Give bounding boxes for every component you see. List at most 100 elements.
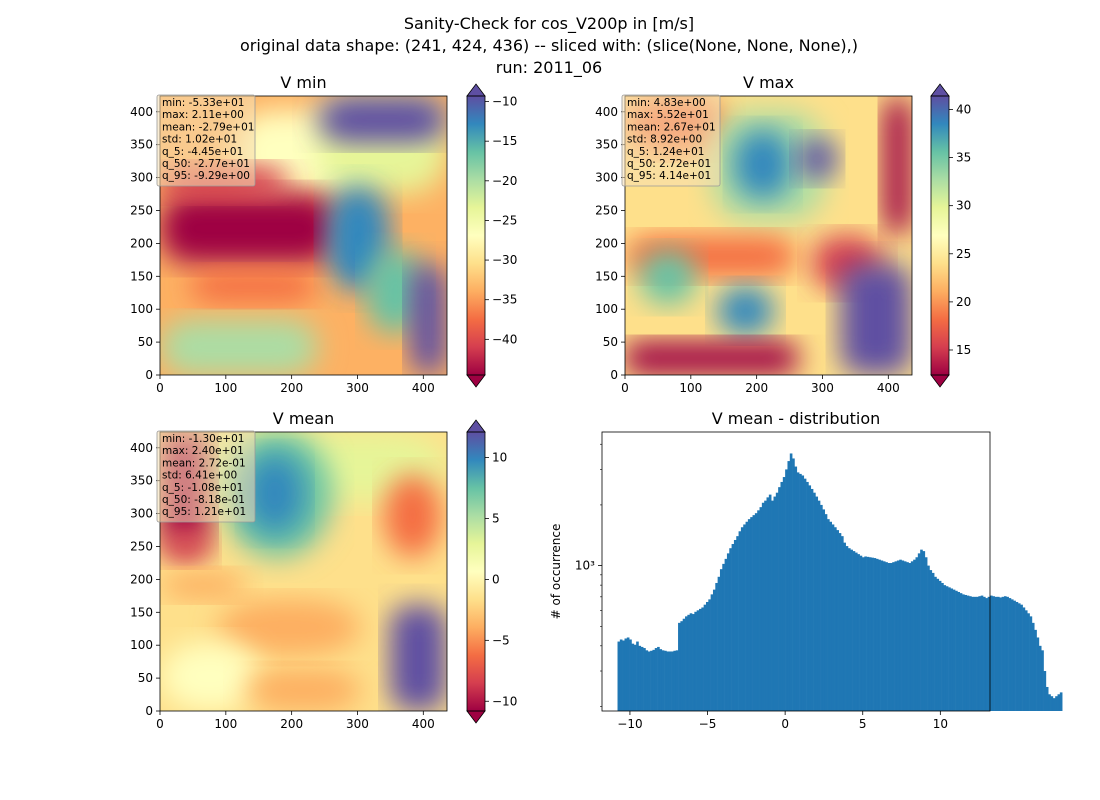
histogram-bar (1027, 613, 1030, 711)
histogram-bar (854, 552, 858, 711)
histogram-bar (1024, 610, 1028, 711)
histogram-bar (1015, 601, 1019, 711)
histogram-bar (915, 557, 919, 711)
heatmap-blob (317, 96, 447, 144)
colorbar-tick-label: −20 (492, 174, 517, 188)
histogram-bar (927, 565, 930, 711)
histogram-bar (857, 554, 860, 711)
colorbar-tick-label: 10 (492, 451, 507, 465)
histogram-bar (910, 561, 914, 711)
stats-line: q_5: 1.24e+01 (627, 146, 704, 158)
y-axis-label: # of occurrence (549, 524, 563, 620)
histogram-bar (1022, 607, 1026, 711)
histogram-bar (969, 596, 972, 711)
histogram-bar (871, 557, 874, 711)
histogram-bar (1020, 604, 1023, 711)
histogram-bar (806, 481, 809, 711)
histogram-bar (952, 589, 956, 711)
figure-title: Sanity-Check for cos_V200p in [m/s] orig… (240, 14, 858, 78)
colorbar-tick-label: −35 (492, 293, 517, 307)
y-tick-label: 300 (595, 171, 618, 185)
heatmap-blob (734, 129, 792, 200)
histogram-bar (731, 543, 735, 711)
x-tick-label: 200 (280, 381, 303, 395)
colorbar-tick-label: −30 (492, 253, 517, 267)
y-tick-label: 400 (595, 105, 618, 119)
stats-line: mean: 2.72e-01 (162, 457, 246, 469)
histogram-bar (999, 597, 1002, 711)
colorbar-extend-max (466, 419, 486, 433)
histogram-bar (808, 485, 812, 711)
stats-line: q_50: -2.77e+01 (162, 158, 250, 170)
histogram-bar (757, 510, 760, 711)
histogram-bar (799, 473, 802, 711)
histogram-bar (985, 598, 988, 711)
heatmap-blob (389, 604, 447, 711)
histogram-bar (712, 589, 716, 711)
colorbar-tick-label: 35 (956, 151, 971, 165)
histogram-bar (666, 651, 670, 711)
heatmap-blob (797, 137, 838, 180)
histogram-bar (820, 504, 823, 711)
histogram-bar (948, 587, 951, 711)
histogram-bar (1038, 645, 1042, 711)
histogram-bar (987, 596, 991, 711)
histogram-bar (745, 521, 749, 711)
histogram-bar (638, 645, 642, 711)
histogram-bar (1006, 596, 1009, 711)
colorbar-tick-label: −5 (492, 633, 510, 647)
histogram-bar (778, 487, 781, 711)
histogram-bar (861, 557, 865, 711)
colorbar-gradient (931, 96, 949, 375)
histogram-bar (908, 563, 912, 711)
histogram-bar (924, 557, 928, 711)
histogram-bar (873, 558, 877, 711)
histogram-bar (794, 466, 798, 711)
y-tick-label: 250 (130, 203, 153, 217)
stats-line: q_95: -9.29e+00 (162, 170, 250, 182)
figure-title-line-1: Sanity-Check for cos_V200p in [m/s] (404, 14, 694, 34)
histogram-bar (889, 563, 893, 711)
histogram-bar (894, 561, 898, 711)
colorbar: 15 20 25 30 35 40 (930, 83, 971, 388)
histogram-bar (694, 611, 697, 711)
y-tick-label: 50 (138, 671, 153, 685)
histogram-bar (678, 622, 681, 711)
histogram-bar (766, 497, 770, 711)
y-tick-label: 200 (130, 572, 153, 586)
histogram-bar (719, 569, 723, 711)
heatmap-blob (160, 641, 261, 711)
x-tick-label: 300 (346, 717, 369, 731)
histogram-bar (817, 500, 821, 711)
colorbar-frame (930, 95, 950, 376)
colorbar-tick-label: 30 (956, 199, 971, 213)
histogram-bar (750, 517, 753, 711)
y-tick-label: 50 (603, 335, 618, 349)
stats-line: max: 2.11e+00 (162, 109, 244, 121)
histogram-bar (920, 549, 923, 711)
colorbar-gradient (467, 432, 485, 711)
colorbar-tick-label: −10 (492, 95, 517, 109)
x-tick-label: 0 (156, 381, 164, 395)
histogram-bar (976, 596, 979, 711)
y-tick-label: 400 (130, 105, 153, 119)
y-tick-label: 250 (595, 203, 618, 217)
histogram-bar (843, 542, 846, 711)
stats-box-background (156, 94, 256, 187)
histogram-bar (775, 492, 779, 711)
heatmap-blob (383, 473, 442, 558)
panel-title: V min (280, 73, 326, 92)
y-tick-label: 300 (130, 507, 153, 521)
histogram-bar (845, 546, 849, 711)
histogram-bar (687, 614, 690, 711)
histogram-bar (922, 551, 926, 711)
x-tick-label: 300 (811, 381, 834, 395)
x-tick-label: 0 (621, 381, 629, 395)
x-tick-label: 100 (214, 381, 237, 395)
histogram-bar (864, 556, 867, 711)
heatmap-blob (883, 96, 912, 236)
histogram-bar (950, 588, 954, 711)
heatmap-blob (160, 571, 247, 600)
